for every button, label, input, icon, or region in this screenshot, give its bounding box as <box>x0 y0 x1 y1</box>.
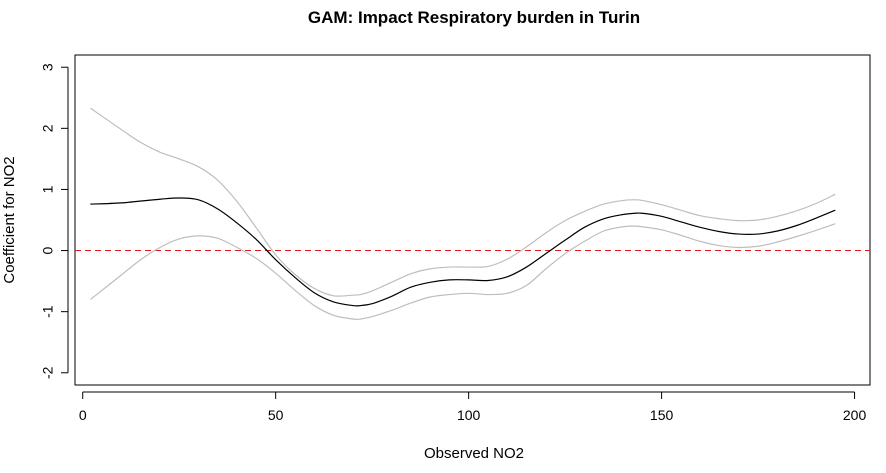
series-layer <box>75 107 870 320</box>
x-axis: 0 50 100 150 200 <box>79 391 867 423</box>
y-tick-label: 1 <box>40 185 56 193</box>
y-tick-label: -2 <box>40 366 56 379</box>
y-tick-label: 3 <box>40 63 56 71</box>
fit-line <box>90 197 836 307</box>
x-tick-label: 200 <box>843 407 867 423</box>
y-tick-label: -1 <box>40 305 56 318</box>
chart-title: GAM: Impact Respiratory burden in Turin <box>308 8 640 27</box>
y-tick-label: 2 <box>40 124 56 132</box>
y-tick-label: 0 <box>40 246 56 254</box>
x-tick-label: 100 <box>457 407 481 423</box>
x-axis-label: Observed NO2 <box>424 445 524 462</box>
x-tick-label: 0 <box>79 407 87 423</box>
plot-frame <box>74 54 871 386</box>
x-tick-label: 50 <box>268 407 284 423</box>
lower-band-line <box>90 223 836 320</box>
upper-band-line <box>90 107 836 297</box>
y-axis-label: Coefficient for NO2 <box>1 156 18 283</box>
y-axis: -2 -1 0 1 2 3 <box>40 63 69 379</box>
x-tick-label: 150 <box>650 407 674 423</box>
